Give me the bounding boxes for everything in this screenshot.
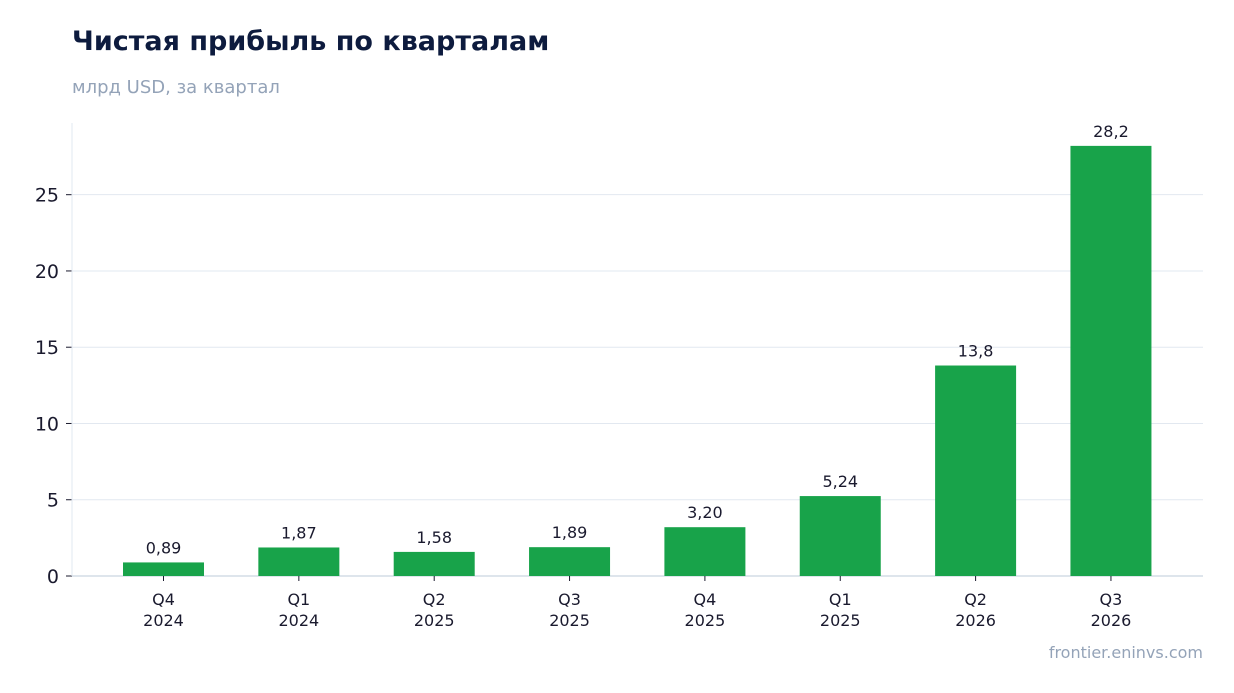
x-tick-label-year: 2024 [143,611,184,630]
bars [123,145,1152,576]
x-tick-label: Q2 [964,590,987,609]
x-tick-label: Q4 [152,590,175,609]
bar [799,496,881,576]
x-tick-label-year: 2026 [1091,611,1132,630]
bar [258,547,340,576]
bar [1070,145,1152,576]
y-tick-label: 5 [47,490,59,512]
data-label: 5,24 [822,472,858,491]
x-tick-label-year: 2025 [685,611,726,630]
bar [529,547,611,576]
data-label: 1,89 [552,523,588,542]
labels: 05101520250,89Q420241,87Q120241,58Q22025… [35,122,1131,630]
data-label: 1,58 [416,528,452,547]
data-label: 13,8 [958,342,994,361]
y-tick-label: 25 [35,185,59,207]
data-label: 0,89 [146,538,182,557]
data-label: 28,2 [1093,122,1129,141]
data-label: 3,20 [687,503,723,522]
x-tick-label: Q2 [423,590,446,609]
bar [123,562,204,576]
x-tick-label-year: 2024 [278,611,319,630]
x-tick-label: Q1 [829,590,852,609]
x-tick-label-year: 2025 [414,611,455,630]
x-tick-label: Q4 [694,590,717,609]
chart-subtitle: млрд USD, за квартал [72,77,280,98]
data-label: 1,87 [281,523,317,542]
x-tick-label-year: 2026 [955,611,996,630]
bar [393,551,475,576]
chart-title: Чистая прибыль по кварталам [72,26,550,57]
y-tick-label: 15 [35,337,59,359]
x-tick-label: Q3 [558,590,581,609]
y-tick-label: 0 [47,566,59,588]
bar [664,527,746,576]
x-tick-label: Q3 [1100,590,1123,609]
y-tick-label: 20 [35,261,59,283]
grid-lines [72,194,1203,501]
x-tick-label-year: 2025 [549,611,590,630]
bar [935,365,1017,576]
y-tick-label: 10 [35,413,59,435]
axes [66,123,1203,581]
x-tick-label-year: 2025 [820,611,861,630]
x-tick-label: Q1 [287,590,310,609]
source-credit: frontier.eninvs.com [1048,643,1203,662]
